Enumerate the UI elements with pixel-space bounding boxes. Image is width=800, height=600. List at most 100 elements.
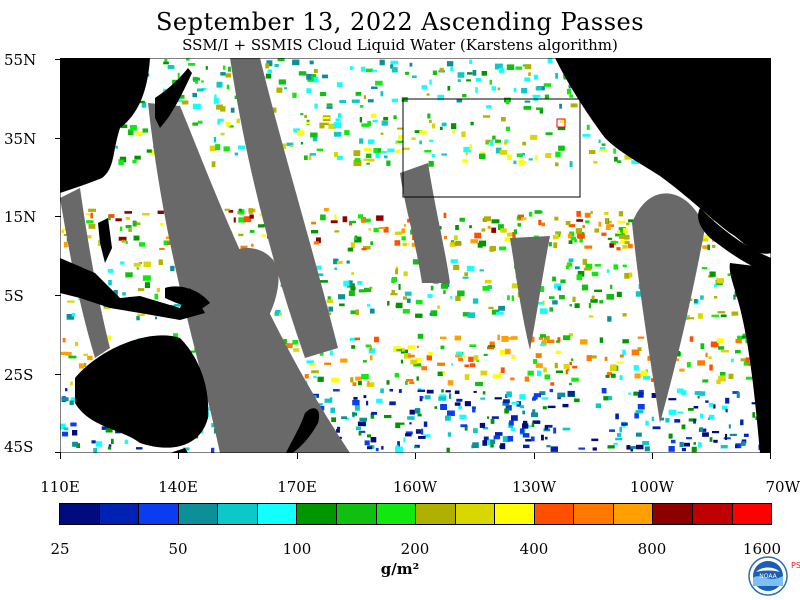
cloud-pixel	[361, 217, 366, 223]
lat-tick	[55, 59, 61, 60]
cloud-pixel	[163, 61, 169, 65]
cloud-pixel	[181, 100, 189, 105]
cloud-pixel	[326, 106, 333, 109]
cloud-pixel	[742, 333, 747, 336]
cloud-pixel	[608, 395, 613, 400]
cloud-pixel	[182, 447, 190, 451]
cloud-pixel	[589, 150, 596, 154]
cloud-pixel	[495, 311, 504, 315]
cloud-pixel	[543, 428, 551, 432]
cloud-pixel	[376, 398, 383, 404]
cloud-pixel	[513, 160, 517, 165]
cloud-pixel	[633, 365, 639, 371]
cloud-pixel	[323, 208, 329, 212]
side-text: PS	[791, 562, 800, 570]
color-scale-segment	[534, 504, 575, 524]
cloud-pixel	[377, 148, 381, 152]
cloud-pixel	[533, 74, 539, 80]
cloud-pixel	[333, 258, 339, 265]
cloud-pixel	[393, 115, 397, 120]
cloud-pixel	[119, 156, 127, 163]
cloud-pixel	[642, 441, 650, 446]
cloud-pixel	[555, 151, 561, 158]
cloud-pixel	[503, 399, 510, 404]
cloud-pixel	[358, 431, 362, 436]
land-masses	[60, 58, 771, 453]
cloud-pixel	[720, 371, 726, 376]
lon-tick	[415, 453, 416, 459]
cloud-pixel	[482, 440, 487, 446]
cloud-pixel	[481, 228, 486, 232]
cloud-pixel	[554, 216, 559, 221]
cloud-pixel	[717, 311, 726, 314]
cloud-pixel	[373, 227, 379, 233]
cloud-pixel	[412, 259, 421, 265]
cloud-pixel	[226, 84, 230, 90]
cloud-pixel	[364, 287, 372, 292]
cloud-pixel	[336, 155, 343, 160]
cloud-pixel	[555, 231, 562, 235]
cloud-pixel	[574, 398, 580, 403]
cloud-pixel	[457, 72, 465, 78]
cloud-pixel	[604, 211, 609, 215]
cloud-pixel	[560, 279, 566, 284]
cloud-pixel	[460, 424, 468, 428]
cloud-pixel	[607, 316, 612, 322]
cloud-pixel	[400, 349, 408, 354]
cloud-pixel	[470, 239, 479, 244]
cloud-pixel	[740, 441, 746, 446]
cloud-pixel	[455, 295, 461, 301]
scale-label-800: 800	[637, 540, 667, 558]
color-scale-segment	[139, 504, 179, 524]
cloud-pixel	[609, 365, 616, 372]
cloud-pixel	[374, 336, 379, 343]
cloud-pixel	[243, 216, 252, 223]
cloud-pixel	[366, 153, 372, 158]
cloud-pixel	[609, 429, 615, 432]
cloud-pixel	[498, 67, 505, 73]
cloud-pixel	[613, 442, 619, 445]
cloud-pixel	[637, 347, 642, 351]
cloud-pixel	[520, 428, 525, 434]
cloud-pixel	[367, 380, 370, 386]
cloud-pixel	[361, 374, 369, 380]
cloud-pixel	[401, 228, 406, 234]
cloud-pixel	[320, 214, 326, 221]
cloud-pixel	[700, 413, 704, 419]
cloud-pixel	[359, 138, 364, 144]
cloud-pixel	[429, 139, 434, 143]
cloud-pixel	[88, 208, 96, 212]
swath-gap-2	[230, 58, 338, 358]
cloud-pixel	[346, 260, 350, 264]
cloud-pixel	[228, 66, 231, 72]
cloud-pixel	[582, 258, 588, 265]
cloud-pixel	[464, 364, 470, 368]
cloud-pixel	[617, 160, 622, 164]
cloud-pixel	[432, 123, 436, 129]
noaa-logo-text: NOAA	[759, 573, 777, 580]
cloud-pixel	[310, 132, 318, 138]
cloud-pixel	[500, 367, 505, 373]
cloud-pixel	[626, 222, 630, 226]
cloud-pixel	[438, 396, 447, 401]
lat-label-25s: 25S	[4, 366, 34, 384]
cloud-pixel	[370, 413, 375, 419]
cloud-pixel	[353, 160, 362, 167]
cloud-pixel	[490, 419, 495, 424]
cloud-pixel	[309, 363, 316, 367]
cloud-pixel	[711, 314, 720, 317]
cloud-pixel	[725, 433, 728, 440]
cloud-pixel	[487, 439, 496, 444]
cloud-pixel	[249, 214, 254, 219]
lat-label-45s: 45S	[4, 438, 34, 456]
cloud-pixel	[517, 223, 522, 227]
cloud-pixel	[405, 71, 409, 75]
cloud-pixel	[362, 246, 371, 250]
cloud-pixel	[349, 66, 353, 70]
cloud-pixel	[437, 371, 443, 377]
cloud-pixel	[464, 272, 469, 277]
cloud-pixel	[679, 368, 685, 372]
cloud-pixel	[228, 125, 234, 128]
cloud-pixel	[585, 263, 593, 269]
cloud-pixel	[277, 58, 285, 62]
